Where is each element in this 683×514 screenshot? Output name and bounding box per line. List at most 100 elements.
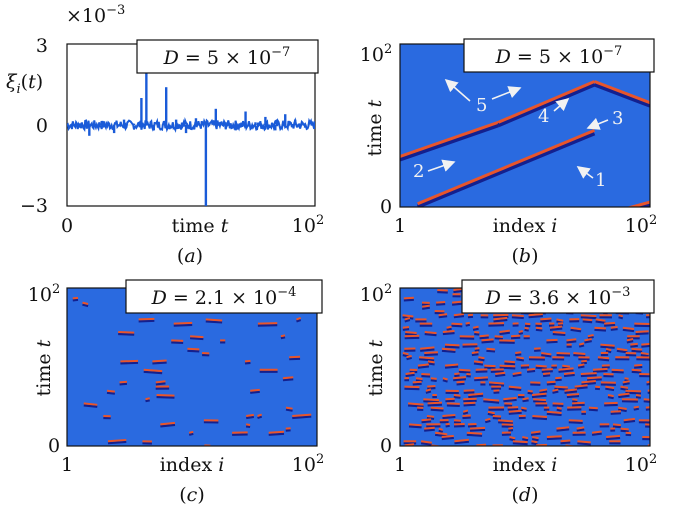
patternD-stripe-trail [427, 386, 436, 390]
patternD-stripe-trail [540, 319, 552, 323]
panel-c-ytick-top: 102 [28, 282, 60, 306]
patternD-stripe-trail [622, 382, 630, 386]
patternD-stripe [610, 325, 618, 329]
patternD-stripe [633, 405, 640, 409]
panel-a-legend: D = 5 × 10−7 [163, 45, 291, 69]
patternD-stripe [577, 363, 585, 367]
patternD-stripe-trail [572, 400, 578, 403]
patternD-stripe [438, 427, 444, 431]
patternD-stripe-trail [508, 411, 522, 415]
panel-b: 1 2 3 4 5 102 0 time t 1 102 index i (b)… [360, 38, 657, 267]
patternD-stripe-trail [408, 425, 422, 429]
patternD-stripe [407, 402, 424, 406]
patternD-stripe-trail [549, 327, 563, 331]
patternD-stripe-trail [597, 358, 610, 362]
patternD-stripe [605, 347, 612, 352]
patternD-stripe [479, 334, 489, 338]
patternD-stripe [463, 389, 475, 392]
patternD-stripe-trail [556, 353, 571, 357]
patternC-stripe [190, 335, 204, 339]
patternC-stripe-trail [250, 390, 260, 394]
patternD-stripe [472, 325, 479, 329]
patternD-stripe-trail [620, 387, 629, 391]
patternD-stripe [474, 376, 488, 380]
patternD-stripe [515, 351, 522, 354]
panel-b-legend-box [463, 38, 655, 73]
patternD-stripe [528, 313, 543, 317]
patternD-stripe-trail [453, 378, 466, 382]
patternD-stripe [535, 326, 543, 330]
patternD-stripe-trail [494, 337, 503, 340]
patternD-stripe-trail [438, 315, 448, 319]
annotation-4-arrow [553, 97, 570, 112]
patternD-stripe-trail [630, 344, 638, 348]
patternD-stripe-trail [539, 390, 548, 394]
panel-b-ylabel: time t [364, 99, 386, 156]
patternD-stripe-trail [442, 415, 456, 420]
patternC-stripe [118, 331, 135, 334]
patternD-stripe-trail [578, 344, 585, 348]
panel-c: 102 0 time t 1 102 index i (c) D = 2.1 ×… [28, 279, 324, 506]
patternD-stripe [564, 388, 578, 392]
patternD-stripe-trail [511, 316, 524, 320]
panel-c-legend: D = 2.1 × 10−4 [151, 285, 297, 309]
patternD-stripe-trail [588, 408, 598, 412]
panel-b-xtick-start: 1 [394, 215, 406, 237]
panel-a-trace [67, 44, 315, 206]
patternD-stripe [624, 377, 629, 380]
patternD-stripe [507, 406, 519, 409]
patternD-stripe [488, 381, 505, 385]
patternD-stripe-trail [412, 382, 422, 386]
patternD-stripe [588, 406, 598, 410]
patternD-stripe-trail [532, 437, 539, 442]
patternC-stripe [245, 423, 251, 426]
patternD-stripe [555, 376, 562, 380]
patternD-stripe-trail [453, 395, 461, 399]
patternD-stripe-trail [515, 353, 522, 357]
panel-a-xlabel: time t [172, 215, 229, 237]
patternD-stripe [484, 417, 491, 422]
patternD-stripe [563, 371, 575, 375]
patternD-stripe-trail [605, 387, 615, 392]
annotation-3-arrow [586, 117, 609, 130]
patternD-stripe-trail [493, 318, 508, 323]
patternD-stripe-trail [495, 373, 506, 378]
patternD-stripe-trail [531, 394, 547, 399]
annotation-4: 4 [538, 106, 549, 127]
patternD-stripe-trail [558, 369, 574, 373]
patternD-stripe [402, 314, 414, 318]
patternC-stripe-trail [107, 440, 127, 445]
patternD-stripe-trail [441, 436, 454, 441]
patternD-stripe-trail [542, 374, 551, 378]
patternD-stripe-trail [564, 390, 578, 394]
annotation-2-arrow [427, 159, 456, 172]
patternC-stripe-trail [205, 320, 223, 324]
patternD-stripe-trail [404, 387, 420, 391]
patternD-stripe-trail [404, 318, 411, 323]
patternD-stripe [421, 373, 431, 376]
patternD-stripe [484, 364, 496, 368]
patternD-stripe-trail [454, 374, 460, 378]
patternD-stripe [402, 326, 410, 329]
patternD-stripe [404, 443, 415, 446]
patternD-stripe [415, 377, 423, 380]
patternD-stripe-trail [574, 386, 588, 390]
patternC-stripe-trail [280, 336, 286, 340]
patternD-stripe-trail [581, 381, 596, 386]
patternD-stripe-trail [425, 390, 432, 394]
panel-a-xtick-end: 102 [292, 213, 324, 237]
patternC-stripe [83, 402, 98, 406]
patternD-stripe [456, 380, 465, 384]
patternC-stripe [188, 430, 194, 434]
patternD-stripe [524, 322, 531, 326]
patternC-stripe-trail [282, 378, 294, 382]
patternD-stripe [417, 363, 430, 367]
panel-b-xtick-end: 102 [625, 213, 657, 237]
patternD-stripe-trail [504, 362, 516, 366]
patternD-stripe-trail [580, 316, 597, 320]
patternD-stripe [442, 329, 455, 333]
patternD-stripe [412, 380, 422, 384]
patternC-stripe [257, 413, 263, 417]
annotation-1: 1 [595, 170, 606, 191]
patternD-stripe [419, 356, 435, 360]
